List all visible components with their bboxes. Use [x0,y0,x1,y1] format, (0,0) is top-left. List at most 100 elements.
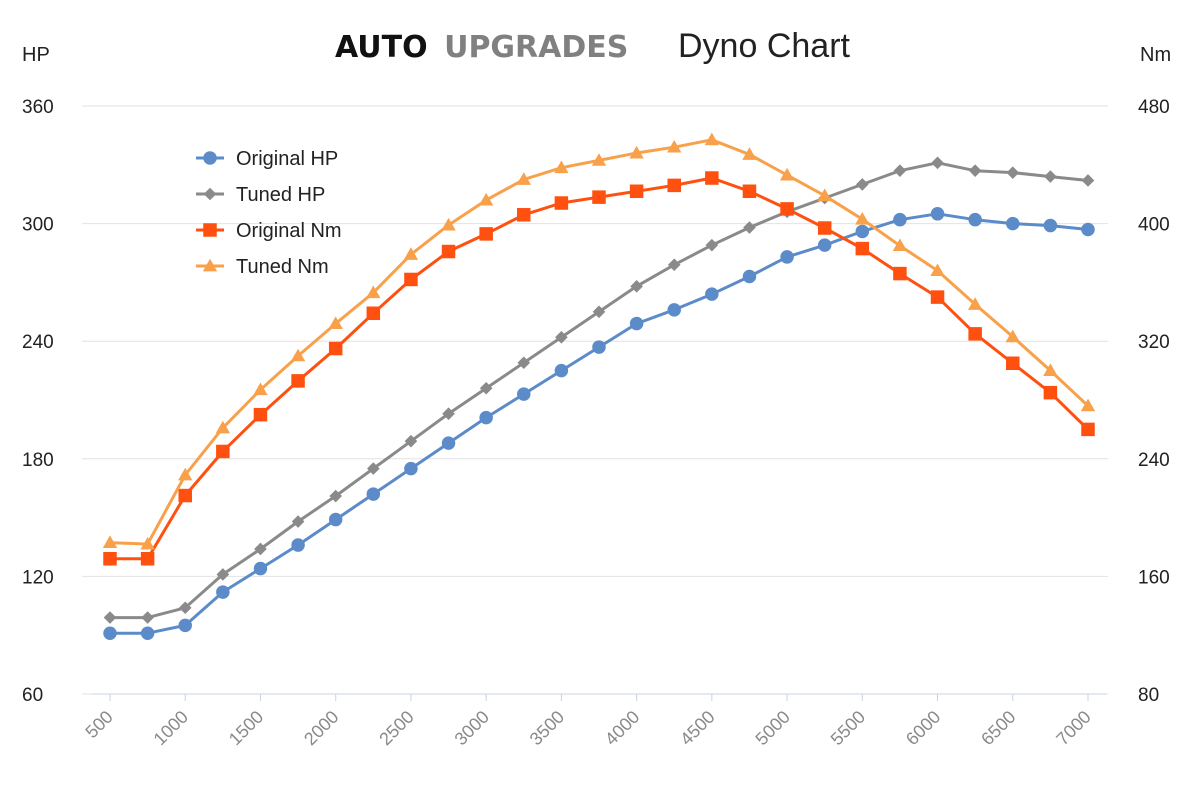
tuned-nm-point [403,247,419,260]
tuned-nm-point [178,467,193,481]
tuned-hp-point [479,381,493,395]
original-nm-point [1043,385,1058,400]
original-hp-point [366,487,381,501]
tuned-nm-point [478,192,494,206]
original-hp-point [140,626,155,640]
legend-marker [202,258,218,272]
original-nm-point [216,444,230,459]
tuned-nm-point [817,188,832,202]
tuned-hp-point [442,407,455,421]
legend-marker [203,151,217,165]
original-nm-point [930,290,945,304]
original-nm-point [780,202,794,216]
tuned-nm-point [855,211,870,225]
original-hp-point [441,436,456,450]
legend-item-tuned-hp: Tuned HP [196,184,325,206]
original-hp-point [178,618,192,633]
original-nm-point [968,327,982,341]
original-hp-point [817,238,832,252]
legend-label: Tuned Nm [236,256,329,278]
right-tick-label: 480 [1138,97,1170,118]
original-nm-point [328,341,343,356]
original-nm-point [592,190,606,204]
original-nm-point [667,178,681,193]
tuned-nm-point [1080,398,1096,412]
tuned-hp-point [1044,170,1057,183]
original-nm-point [705,171,719,185]
tuned-hp-series [103,156,1095,624]
original-hp-point [592,340,606,354]
x-tick-label: 500 [81,707,116,742]
tuned-hp-point [705,238,719,252]
x-tick-label: 4500 [676,707,718,749]
left-tick-label: 60 [22,685,43,706]
x-tick-label: 1500 [225,707,267,749]
chart-title: Dyno Chart [678,27,851,65]
legend-label: Original Nm [236,220,342,242]
original-hp-point [479,410,493,425]
original-nm-point [366,306,381,321]
legend: Original HP Tuned HP Original Nm Tuned Nm [196,148,342,278]
left-axis-unit: HP [22,44,50,66]
tuned-hp-point [367,462,380,475]
original-hp-point [517,387,531,401]
x-tick-label: 4000 [601,707,643,749]
x-tick-label: 6500 [977,707,1019,749]
tuned-hp-point [667,258,681,272]
tuned-nm-point [253,382,268,396]
left-tick-label: 180 [22,450,54,471]
original-nm-point [291,374,305,388]
original-nm-point [742,184,757,199]
tuned-nm-point [892,238,908,252]
tuned-hp-point [555,330,568,344]
tuned-hp-point [404,434,418,448]
legend-marker [203,187,217,201]
tuned-nm-point [215,420,231,434]
tuned-hp-point [968,164,982,177]
tuned-hp-point [216,568,230,581]
right-axis-unit: Nm [1140,44,1171,66]
tuned-hp-point [329,489,342,503]
tuned-nm-point [667,139,682,153]
tuned-hp-point [291,515,305,528]
x-tick-label: 3000 [451,707,493,749]
tuned-nm-point [102,535,118,548]
original-hp-point [667,303,681,317]
tuned-nm-point [742,147,757,160]
original-nm-point [817,221,832,235]
original-hp-point [705,287,719,301]
original-nm-point [893,266,907,281]
original-nm-point [404,272,418,287]
original-hp-point [930,207,945,221]
tuned-nm-point [779,167,795,181]
tuned-hp-point [1081,174,1095,187]
right-tick-label: 400 [1138,215,1170,236]
tuned-hp-point [630,280,643,293]
original-hp-point [328,512,343,527]
tuned-hp-point [254,542,267,556]
tuned-nm-point [516,172,531,185]
original-nm-point [629,184,644,199]
tuned-nm-point [704,132,720,146]
tuned-hp-point [141,611,154,624]
original-hp-point [103,626,117,640]
brand-title: AUTO UPGRADES [335,30,628,65]
tuned-nm-point [1005,329,1020,343]
original-hp-point [554,363,569,378]
original-hp-series [103,207,1095,640]
original-hp-point [1081,222,1095,237]
original-hp-point [253,561,268,576]
right-tick-label: 240 [1138,450,1170,471]
tuned-nm-point [366,285,381,299]
tuned-hp-point [931,156,944,170]
left-tick-label: 240 [22,332,54,353]
x-tick-label: 7000 [1052,707,1094,749]
x-tick-label: 6000 [902,707,944,749]
original-nm-point [253,407,268,422]
legend-label: Tuned HP [236,184,325,206]
original-hp-point [404,461,418,476]
original-nm-point [517,208,531,222]
tuned-hp-point [178,601,192,615]
tuned-nm-point [290,348,306,362]
